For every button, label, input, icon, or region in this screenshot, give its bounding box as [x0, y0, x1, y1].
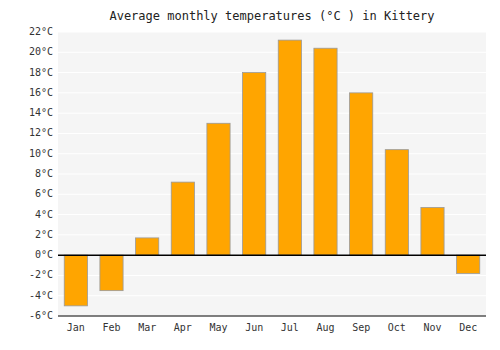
- y-tick-label: 16°C: [29, 87, 53, 98]
- bar: [243, 73, 266, 256]
- y-tick-label: -2°C: [29, 269, 53, 280]
- bar: [64, 255, 87, 306]
- bar: [136, 238, 159, 255]
- x-tick-label: Feb: [102, 322, 120, 333]
- grid-line: [58, 255, 486, 256]
- baseline: [58, 254, 486, 256]
- x-tick-label: Nov: [423, 322, 441, 333]
- plot-background: [58, 32, 486, 316]
- x-tick-label: Aug: [316, 322, 334, 333]
- bar: [100, 255, 123, 291]
- x-axis: Jan Feb Mar Apr May Jun Jul Aug Sep Oct Nov Dec: [67, 322, 477, 333]
- x-tick-label: Mar: [138, 322, 156, 333]
- x-tick-label: Jun: [245, 322, 263, 333]
- grid-line: [58, 295, 486, 296]
- grid-line: [58, 113, 486, 114]
- y-tick-label: 8°C: [35, 168, 53, 179]
- bar: [350, 93, 373, 255]
- grid: [58, 32, 486, 316]
- y-tick-label: 14°C: [29, 107, 53, 118]
- title: Average monthly temperatures (°C ) in Ki…: [109, 9, 434, 23]
- y-tick-label: 2°C: [35, 229, 53, 240]
- grid-line: [58, 316, 486, 317]
- grid-line: [58, 153, 486, 154]
- bars: [64, 40, 480, 306]
- grid-line: [58, 52, 486, 53]
- y-tick-label: 6°C: [35, 188, 53, 199]
- grid-line: [58, 133, 486, 134]
- x-tick-label: Oct: [388, 322, 406, 333]
- bar: [421, 207, 444, 255]
- y-tick-label: 18°C: [29, 67, 53, 78]
- grid-line: [58, 174, 486, 175]
- x-tick-label: Jul: [281, 322, 299, 333]
- x-axis-line: [58, 316, 486, 317]
- chart: -6°C -4°C -2°C 0°C 2°C 4°C 6°C 8°C 10°C 12°C 14°C 1…: [0, 0, 500, 350]
- y-tick-label: 4°C: [35, 209, 53, 220]
- x-tick-label: Sep: [352, 322, 370, 333]
- bar: [385, 150, 408, 255]
- grid-line: [58, 92, 486, 93]
- bar: [171, 182, 194, 255]
- y-tick-label: 12°C: [29, 127, 53, 138]
- chart-container: -6°C -4°C -2°C 0°C 2°C 4°C 6°C 8°C 10°C 12°C 14°C 1…: [0, 0, 500, 350]
- grid-line: [58, 72, 486, 73]
- y-axis: -6°C -4°C -2°C 0°C 2°C 4°C 6°C 8°C 10°C 12°C 14°C 1…: [29, 26, 53, 321]
- y-tick-label: -4°C: [29, 290, 53, 301]
- x-tick-label: May: [209, 322, 227, 333]
- x-tick-label: Jan: [67, 322, 85, 333]
- y-tick-label: -6°C: [29, 310, 53, 321]
- y-tick-label: 0°C: [35, 249, 53, 260]
- bar: [314, 48, 337, 255]
- bar: [457, 255, 480, 273]
- bar: [207, 123, 230, 255]
- grid-line: [58, 194, 486, 195]
- y-tick-label: 22°C: [29, 26, 53, 37]
- x-tick-label: Apr: [174, 322, 192, 333]
- bar: [278, 40, 301, 255]
- grid-line: [58, 32, 486, 33]
- y-tick-label: 20°C: [29, 46, 53, 57]
- x-tick-label: Dec: [459, 322, 477, 333]
- y-tick-label: 10°C: [29, 148, 53, 159]
